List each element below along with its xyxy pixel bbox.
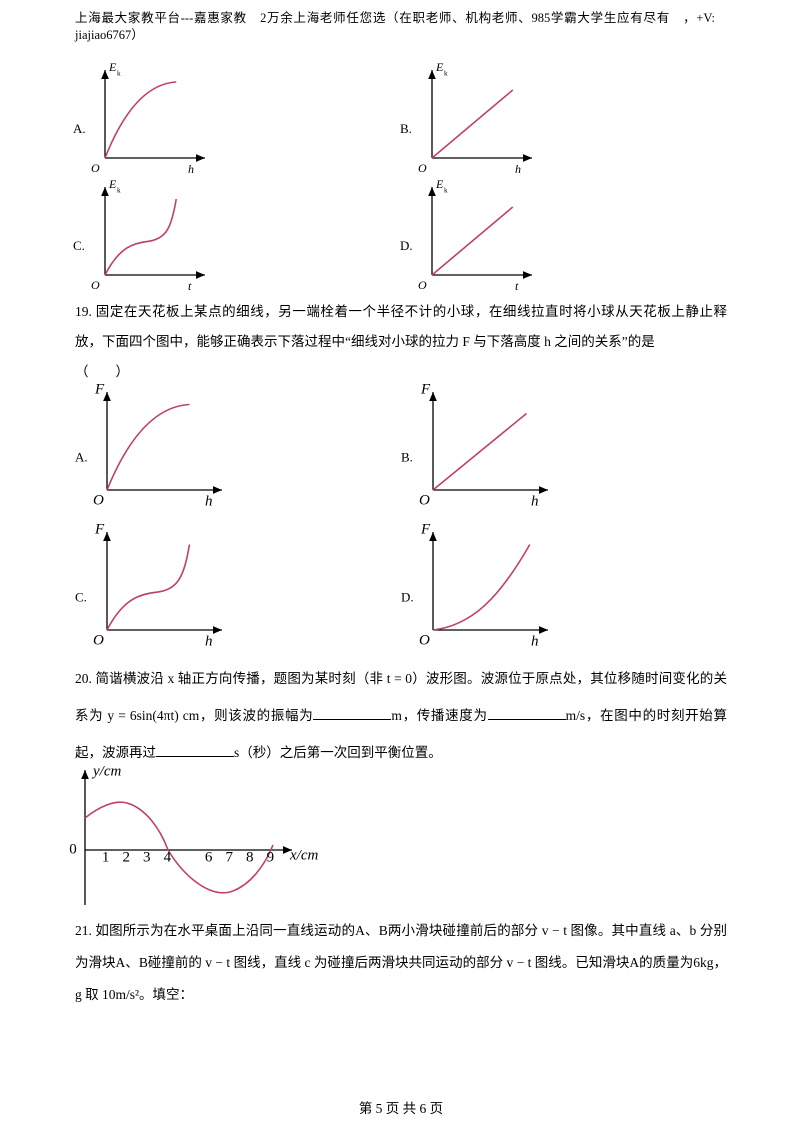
- curve: [432, 412, 528, 491]
- question-19: 19. 固定在天花板上某点的细线，另一端栓着一个半径不计的小球，在细线拉直时将小…: [75, 297, 727, 387]
- graph: D. O Fh: [401, 521, 548, 649]
- y-axis-label: F: [94, 521, 105, 537]
- graph: C. O Fh: [75, 521, 222, 649]
- x-tick-label: 8: [246, 849, 254, 865]
- graph: C. O E k t: [73, 177, 205, 293]
- graph: A. O E k h: [73, 60, 205, 176]
- option-label: C.: [75, 589, 87, 604]
- x-axis-label: t: [515, 279, 519, 293]
- y-axis-label: F: [94, 381, 105, 397]
- q20-part: 20. 简谐横波沿 x 轴正方向传播，题图为某时刻（非 t = 0）波形图。波源…: [75, 671, 727, 723]
- y-axis-subscript: k: [444, 70, 448, 78]
- curve: [431, 89, 514, 159]
- option-label: A.: [75, 449, 88, 464]
- graph: B. O Fh: [401, 381, 548, 509]
- graph: B. O E k h: [400, 60, 532, 176]
- x-axis-label: h: [531, 493, 539, 509]
- blank: [487, 707, 566, 720]
- y-axis-label: E: [108, 60, 117, 74]
- graph: D. O E k t: [400, 177, 532, 293]
- x-axis-label: h: [205, 633, 213, 649]
- x-axis-label: x/cm: [289, 847, 318, 863]
- x-axis-label: h: [515, 162, 521, 176]
- y-axis-subscript: k: [117, 70, 121, 78]
- origin-label: O: [91, 161, 100, 175]
- origin-label: O: [419, 492, 430, 508]
- curve: [432, 544, 531, 631]
- origin-label: O: [91, 278, 100, 292]
- q19-paren: （ ）: [75, 364, 129, 379]
- origin-label: O: [418, 161, 427, 175]
- x-tick-label: 6: [205, 849, 213, 865]
- option-label: B.: [401, 449, 413, 464]
- y-axis-label: F: [420, 381, 431, 397]
- q20-part: s（秒）之后第一次回到平衡位置。: [234, 745, 442, 760]
- curve: [104, 81, 177, 159]
- blank: [313, 707, 392, 720]
- y-axis-subscript: k: [117, 187, 121, 195]
- curve: [106, 403, 190, 491]
- option-label: D.: [401, 589, 414, 604]
- option-label: B.: [400, 121, 412, 136]
- curve: [431, 206, 514, 276]
- x-tick-label: 2: [122, 849, 130, 865]
- x-axis-label: h: [531, 633, 539, 649]
- header: 上海最大家教平台---嘉惠家教 2万余上海老师任您选（在职老师、机构老师、985…: [75, 11, 715, 42]
- origin-label: O: [418, 278, 427, 292]
- x-axis-label: h: [188, 162, 194, 176]
- x-axis-label: h: [205, 493, 213, 509]
- option-label: D.: [400, 238, 413, 253]
- curve: [106, 544, 191, 631]
- graph: A. O Fh: [75, 381, 222, 509]
- x-tick-label: 1: [102, 849, 110, 865]
- x-tick-label: 4: [164, 849, 172, 865]
- x-tick-label: 9: [267, 849, 275, 865]
- q20-part: m，传播速度为: [391, 708, 488, 723]
- x-tick-label: 3: [143, 849, 151, 865]
- origin-label: O: [93, 492, 104, 508]
- option-label: A.: [73, 121, 86, 136]
- origin-label: 0: [69, 841, 77, 857]
- q19-text: 19. 固定在天花板上某点的细线，另一端栓着一个半径不计的小球，在细线拉直时将小…: [75, 304, 727, 349]
- x-tick-label: 7: [225, 849, 233, 865]
- wave-curve: [84, 801, 274, 894]
- footer: 第 5 页 共 6 页: [358, 1101, 444, 1116]
- question-21: 21. 如图所示为在水平桌面上沿同一直线运动的A、B两小滑块碰撞前后的部分 v …: [75, 923, 727, 1002]
- y-axis-label: y/cm: [91, 763, 121, 779]
- option-label: C.: [73, 238, 85, 253]
- question-20: 20. 简谐横波沿 x 轴正方向传播，题图为某时刻（非 t = 0）波形图。波源…: [75, 660, 727, 771]
- x-axis-label: t: [188, 279, 192, 293]
- y-axis-label: F: [420, 521, 431, 537]
- y-axis-label: E: [435, 60, 444, 74]
- origin-label: O: [93, 632, 104, 648]
- y-axis-subscript: k: [444, 187, 448, 195]
- origin-label: O: [419, 632, 430, 648]
- blank: [156, 744, 234, 757]
- curve: [104, 198, 178, 276]
- y-axis-label: E: [435, 177, 444, 191]
- y-axis-label: E: [108, 177, 117, 191]
- q20-part: m/s，在图中的时刻开始算起，波源再过: [75, 708, 727, 760]
